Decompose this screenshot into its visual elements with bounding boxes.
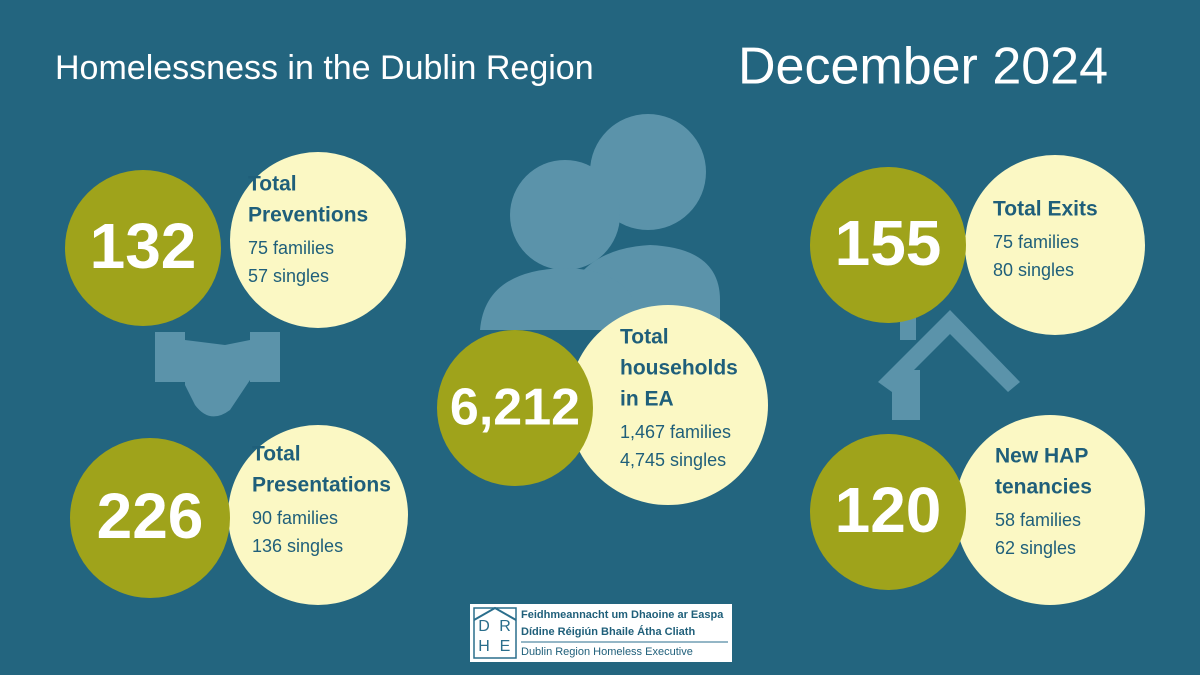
stats: 132 Total Preventions 75 families 57 singles… <box>65 152 1145 605</box>
stat-detail: 58 families <box>995 510 1081 530</box>
stat-title: in EA <box>620 388 674 411</box>
stat-detail: 1,467 families <box>620 422 731 442</box>
value-circle <box>70 438 230 598</box>
value-circle <box>437 330 593 486</box>
stat-detail: 75 families <box>248 238 334 258</box>
logo-line: Feidhmeannacht um Dhaoine ar Easpa <box>521 609 724 621</box>
title: Homelessness in the Dublin Region <box>55 49 594 87</box>
logo-roof <box>473 606 517 621</box>
stat-title: Preventions <box>248 204 368 227</box>
stat-detail: 136 singles <box>252 536 343 556</box>
stat-value: 155 <box>835 207 942 279</box>
value-circle <box>810 167 966 323</box>
logo-line: Dídine Réigiún Bhaile Átha Cliath <box>521 625 695 638</box>
value-circle <box>65 170 221 326</box>
stat-value: 120 <box>835 474 942 546</box>
info-circle <box>568 305 768 505</box>
logo-box <box>470 604 732 662</box>
date: December 2024 <box>738 38 1108 96</box>
stat-detail: 62 singles <box>995 538 1076 558</box>
stat-title: Total Exits <box>993 198 1098 221</box>
stat-value: 132 <box>90 210 197 282</box>
stat-title: New HAP <box>995 445 1088 468</box>
value-circle <box>810 434 966 590</box>
info-circle <box>228 425 408 605</box>
stat-detail: 90 families <box>252 508 338 528</box>
stat-detail: 75 families <box>993 232 1079 252</box>
stat-title: Presentations <box>252 474 391 497</box>
stat-title: Total <box>620 326 669 349</box>
logo-initial: D <box>478 618 490 635</box>
logo-initial: H <box>478 638 490 655</box>
stat-detail: 4,745 singles <box>620 450 726 470</box>
logo: D R H E Feidhmeannacht um Dhaoine ar Eas… <box>470 604 732 662</box>
logo-initial: E <box>500 638 511 655</box>
stat-title: Total <box>248 173 297 196</box>
info-circle <box>965 155 1145 335</box>
logo-initial: R <box>499 618 511 635</box>
handshake-icon <box>155 332 280 417</box>
info-circle <box>955 415 1145 605</box>
stat-title: Total <box>252 443 301 466</box>
info-circle <box>230 152 406 328</box>
stat-value: 6,212 <box>450 379 580 437</box>
logo-line: Dublin Region Homeless Executive <box>521 646 693 658</box>
stat-detail: 57 singles <box>248 266 329 286</box>
stat-value: 226 <box>97 480 204 552</box>
stat-title: tenancies <box>995 476 1092 499</box>
stat-title: households <box>620 357 738 380</box>
stat-detail: 80 singles <box>993 260 1074 280</box>
